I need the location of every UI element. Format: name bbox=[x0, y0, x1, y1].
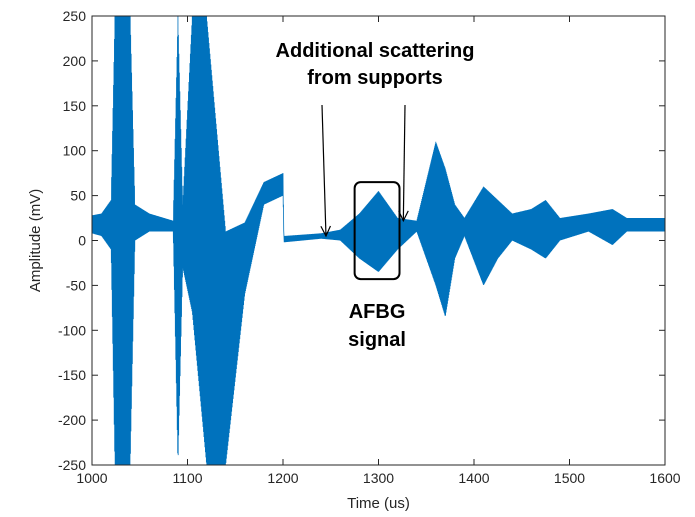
signal-trace bbox=[92, 16, 665, 465]
annotation-arrow bbox=[402, 104, 406, 221]
x-tick-label: 1400 bbox=[458, 470, 489, 486]
y-tick-label: 250 bbox=[63, 8, 87, 24]
x-tick-label: 1200 bbox=[267, 470, 298, 486]
y-tick-label: -150 bbox=[58, 367, 86, 383]
axes: 1000 1100 1200 1300 1400 1500 1600250200150100… bbox=[27, 8, 681, 512]
y-tick-label: 50 bbox=[70, 188, 86, 204]
x-tick-label: 1500 bbox=[554, 470, 585, 486]
y-tick-label: 150 bbox=[63, 98, 87, 114]
x-tick-label: 1300 bbox=[363, 470, 394, 486]
y-axis-label: Amplitude (mV) bbox=[27, 189, 44, 292]
annotation-supports-line: Additional scattering bbox=[276, 40, 475, 62]
y-tick-label: -50 bbox=[66, 277, 86, 293]
plot-area bbox=[92, 16, 665, 465]
x-tick-label: 1600 bbox=[649, 470, 680, 486]
annotation-afbg-line: AFBG bbox=[349, 301, 406, 323]
x-tick-label: 1000 bbox=[76, 470, 107, 486]
annotation-afbg-line: signal bbox=[348, 329, 406, 351]
y-tick-label: 0 bbox=[78, 233, 86, 249]
annotation-arrow bbox=[321, 104, 327, 237]
x-tick-label: 1100 bbox=[172, 470, 202, 486]
y-tick-label: -200 bbox=[58, 412, 86, 428]
y-tick-label: 100 bbox=[63, 143, 87, 159]
annotation-arrowhead bbox=[320, 225, 332, 238]
y-tick-label: -100 bbox=[58, 322, 86, 338]
annotation-supports-line: from supports bbox=[307, 67, 443, 89]
y-tick-label: -250 bbox=[58, 457, 86, 473]
x-axis-label: Time (us) bbox=[347, 495, 410, 512]
annotations: Additional scattering from supports AFBG si… bbox=[276, 40, 475, 351]
afbg-highlight-box bbox=[353, 181, 401, 281]
y-tick-label: 200 bbox=[63, 53, 87, 69]
